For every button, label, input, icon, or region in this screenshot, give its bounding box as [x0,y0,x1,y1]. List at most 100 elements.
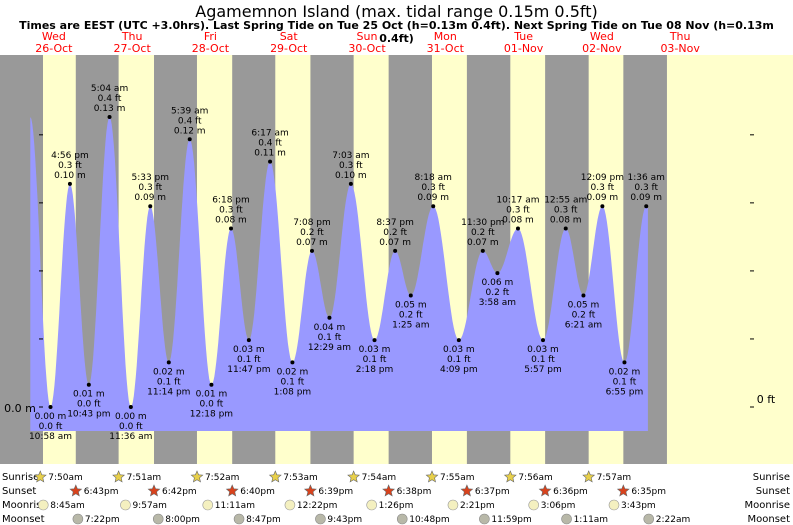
moonrise-time: 3:06pm [541,501,576,511]
tide-time-label: 6:18 pm [212,196,250,206]
tide-point [393,248,398,253]
moonset-time: 10:48pm [409,515,449,525]
sunset-icon [147,484,161,497]
tide-point [581,293,586,298]
sunrise-icon [268,470,282,483]
left-axis-label: 0.0 m [4,402,36,415]
tide-feet-label: 0.4 ft [258,139,282,149]
tide-feet-label: 0.1 ft [281,377,305,387]
tide-metres-label: 0.02 m [609,367,641,377]
tide-metres-label: 0.09 m [630,193,662,203]
tide-feet-label: 0.1 ft [447,355,471,365]
moonset-time: 11:59pm [491,515,531,525]
tide-metres-label: 0.09 m [134,193,166,203]
sunset-time: 6:42pm [162,487,197,497]
tide-time-label: 6:21 am [565,320,602,330]
tide-point [480,248,485,253]
sunset-time: 6:43pm [84,487,119,497]
tide-time-label: 12:18 pm [190,410,233,420]
tide-feet-label: 0.4 ft [178,116,202,126]
day-name: Wed [590,30,614,43]
tide-point [540,338,545,343]
tide-point [246,338,251,343]
row-label-right: Sunrise [753,472,790,483]
tide-point [67,181,72,186]
chart-subtitle: Times are EEST (UTC +3.0hrs). Last Sprin… [19,19,774,45]
sunrise-time: 7:53am [283,473,318,483]
moonrise-time: 11:11am [215,501,255,511]
sunset-icon [303,484,317,497]
tide-feet-label: 0.1 ft [318,333,342,343]
day-name: Sat [280,30,299,43]
tide-point [600,204,605,209]
tide-time-label: 12:29 am [308,343,351,353]
moonrise-time: 3:43pm [621,501,656,511]
moonset-time: 9:43pm [327,515,362,525]
day-name: Sun [357,30,378,43]
row-label-left: Sunset [2,486,36,497]
sunrise-icon [33,470,47,483]
moonrise-time: 1:26pm [379,501,414,511]
chart-title: Agamemnon Island (max. tidal range 0.15m… [195,2,598,21]
tide-time-label: 1:25 am [392,320,429,330]
tide-feet-label: 0.3 ft [634,183,658,193]
tide-feet-label: 0.3 ft [138,183,162,193]
day-headers: Wed26-OctThu27-OctFri28-OctSat29-OctSun3… [35,30,700,55]
tide-metres-label: 0.07 m [467,238,499,248]
tide-metres-label: 0.09 m [417,193,449,203]
sunrise-time: 7:52am [205,473,240,483]
moonset-icon [396,513,408,525]
sunset-icon [69,484,83,497]
tide-point [166,360,171,365]
tide-time-label: 5:04 am [91,84,128,94]
sunset-time: 6:36pm [553,487,588,497]
tide-time-label: 7:03 am [332,151,369,161]
tide-point [187,137,192,142]
tide-feet-label: 0.1 ft [157,377,181,387]
tide-time-label: 8:18 am [415,173,452,183]
tide-time-label: 1:08 pm [274,387,312,397]
tide-point [48,405,53,409]
tide-metres-label: 0.08 m [550,216,582,226]
tide-time-label: 4:56 pm [51,151,89,161]
moonset-icon [561,513,572,525]
tide-feet-label: 0.2 ft [572,310,596,320]
day-date: 31-Oct [427,42,465,55]
tide-feet-label: 0.2 ft [383,228,407,238]
day-name: Wed [42,30,66,43]
day-date: 28-Oct [192,42,230,55]
tide-metres-label: 0.00 m [115,412,147,422]
tide-point [348,181,353,186]
tide-metres-label: 0.13 m [94,104,126,114]
tide-time-label: 11:14 pm [147,387,190,397]
tide-metres-label: 0.03 m [443,345,475,355]
day-name: Thu [121,30,143,43]
tide-metres-label: 0.02 m [277,367,309,377]
tide-point [327,315,332,320]
tide-time-label: 12:09 pm [581,173,624,183]
sunset-icon [225,484,239,497]
tide-point [148,204,153,209]
moonrise-icon [120,499,131,511]
day-date: 03-Nov [660,42,700,55]
tide-metres-label: 0.09 m [587,193,619,203]
tide-point [622,360,627,365]
moonset-icon [233,513,245,525]
moonset-icon [72,513,84,525]
day-date: 26-Oct [35,42,73,55]
tide-time-label: 5:33 pm [131,173,169,183]
moonset-time: 2:22am [656,515,691,525]
tide-time-label: 5:39 am [171,106,208,116]
moonset-time: 8:00pm [165,515,200,525]
tide-metres-label: 0.07 m [296,238,328,248]
row-label-left: Moonrise [2,500,47,511]
tide-point [456,338,461,343]
tide-point [563,226,568,231]
tide-time-label: 2:18 pm [356,365,394,375]
moonrise-time: 2:21pm [460,501,495,511]
sunrise-icon [112,470,126,483]
tide-time-label: 11:30 pm [461,218,504,228]
tide-time-label: 4:09 pm [440,365,478,375]
tide-time-label: 7:08 pm [293,218,331,228]
moonrise-icon [608,499,620,511]
